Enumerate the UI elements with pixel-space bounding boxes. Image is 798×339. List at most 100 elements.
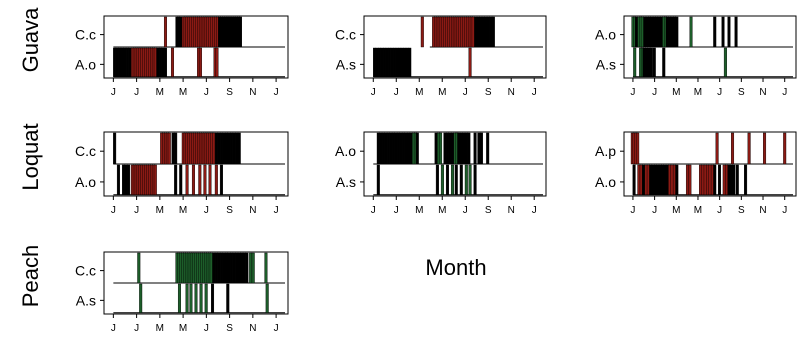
event-bar <box>473 132 477 165</box>
event-bar <box>227 252 231 284</box>
event-bar <box>127 164 131 195</box>
x-tick-label: J <box>463 205 468 216</box>
event-bar <box>185 283 189 313</box>
event-bar <box>734 16 738 48</box>
y-category-label: A.s <box>76 292 96 308</box>
event-bar <box>116 164 120 195</box>
event-bar <box>214 252 218 284</box>
x-tick-label: J <box>463 87 468 98</box>
event-bar <box>450 132 454 165</box>
y-category-label: A.s <box>596 56 616 72</box>
x-tick-label: J <box>717 205 722 216</box>
x-tick-label: S <box>738 87 745 98</box>
event-bar <box>211 283 215 313</box>
x-tick-label: N <box>508 87 515 98</box>
event-bar <box>222 132 226 165</box>
event-bar <box>174 132 178 165</box>
event-bar <box>113 47 117 77</box>
event-bar <box>386 132 390 165</box>
event-bar <box>174 164 178 195</box>
event-bar <box>399 132 403 165</box>
x-tick-label: M <box>179 323 187 334</box>
event-bar <box>212 252 216 284</box>
event-bar <box>118 47 122 77</box>
event-bar <box>464 164 468 195</box>
event-bar <box>420 16 424 48</box>
event-bar <box>721 16 725 48</box>
event-bar <box>727 16 731 48</box>
event-bar <box>479 132 483 165</box>
event-bar <box>486 16 490 48</box>
x-tick-label: J <box>717 87 722 98</box>
event-bar <box>167 132 171 165</box>
center-month-label: Month <box>425 255 486 280</box>
event-bar <box>139 283 143 313</box>
row-label-loquat: Loquat <box>18 123 43 190</box>
x-tick-label: J <box>134 87 139 98</box>
y-category-label: C.c <box>75 27 96 43</box>
event-bar <box>652 47 656 77</box>
x-tick-label: J <box>274 87 279 98</box>
event-bar <box>170 47 174 77</box>
event-bar <box>219 252 223 284</box>
event-bar <box>440 164 444 195</box>
event-bar <box>398 47 402 77</box>
y-category-label: A.o <box>75 56 96 72</box>
event-bar <box>403 47 407 77</box>
x-tick-label: M <box>179 87 187 98</box>
x-tick-label: S <box>485 87 492 98</box>
panel-frame <box>363 15 547 79</box>
event-bar <box>199 283 203 313</box>
event-bar <box>226 283 230 313</box>
event-bar <box>415 132 419 165</box>
event-bar <box>217 132 221 165</box>
event-bar <box>137 252 141 284</box>
event-bar <box>467 132 471 165</box>
event-bar <box>408 47 412 77</box>
event-bar <box>468 164 472 195</box>
event-bar <box>232 252 236 284</box>
event-bar <box>732 164 736 195</box>
event-bar <box>474 16 478 48</box>
y-category-label: A.o <box>595 27 616 43</box>
x-tick-label: M <box>672 205 680 216</box>
y-category-label: C.c <box>335 27 356 43</box>
panel-frame <box>363 131 547 197</box>
event-bar <box>484 16 488 48</box>
event-bar <box>179 16 183 48</box>
x-tick-label: S <box>226 87 233 98</box>
event-bar <box>735 164 739 195</box>
event-bar <box>222 252 226 284</box>
event-bar <box>459 164 463 195</box>
event-bar <box>230 132 234 165</box>
event-bar <box>115 47 119 77</box>
event-bar <box>376 132 380 165</box>
y-category-label: A.s <box>336 174 356 190</box>
event-bar <box>434 132 438 165</box>
panels-group: C.c A.o J J M M J S N J C.c A.s J J M M J S N J A.o A.s J J M M J S… <box>75 15 797 334</box>
event-bar <box>406 132 410 165</box>
event-bar <box>380 47 384 77</box>
event-bar <box>477 132 481 165</box>
event-bar <box>675 16 679 48</box>
event-bar <box>450 164 454 195</box>
x-tick-label: J <box>204 87 209 98</box>
x-tick-label: M <box>415 205 423 216</box>
x-tick-label: M <box>179 205 187 216</box>
event-bar <box>715 132 719 165</box>
event-bar <box>439 132 443 165</box>
event-bar <box>237 132 241 165</box>
row-labels-group: Guava Loquat Peach <box>18 7 43 307</box>
event-bar <box>251 252 255 284</box>
event-bar <box>404 132 408 165</box>
x-tick-label: J <box>134 205 139 216</box>
event-bar <box>649 47 653 77</box>
event-bar <box>204 283 208 313</box>
event-bar <box>481 16 485 48</box>
event-bar <box>747 132 751 165</box>
event-bar <box>632 164 636 195</box>
panel-2: C.c A.s J J M M J S N J <box>335 15 547 98</box>
event-bar <box>232 132 236 165</box>
x-tick-label: N <box>759 87 766 98</box>
